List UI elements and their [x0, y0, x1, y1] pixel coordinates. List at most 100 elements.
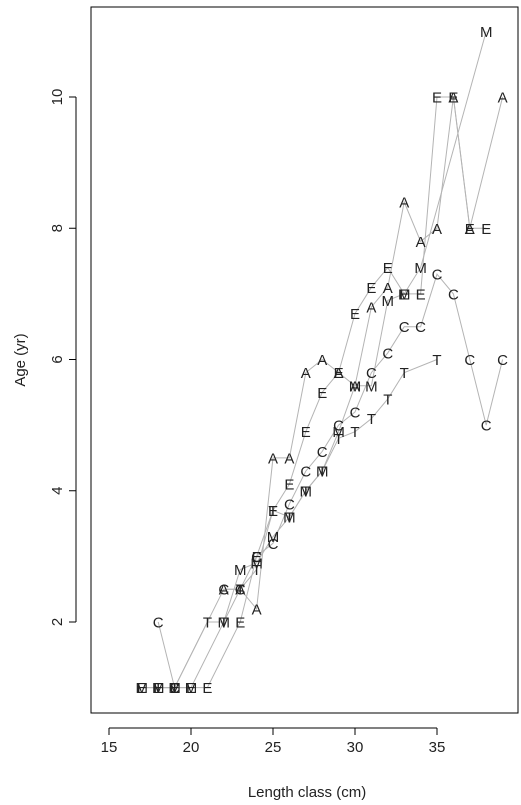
point-T: T	[334, 431, 343, 448]
point-E: E	[350, 306, 360, 323]
point-E: E	[301, 424, 311, 441]
point-M: M	[168, 680, 181, 697]
series-line-E	[141, 96, 487, 689]
point-T: T	[154, 680, 163, 697]
point-E: E	[235, 615, 245, 632]
point-A: A	[416, 234, 426, 251]
point-E: E	[481, 221, 491, 238]
point-A: A	[350, 378, 360, 395]
point-C: C	[333, 418, 344, 435]
point-C: C	[481, 418, 492, 435]
point-A: A	[383, 280, 393, 297]
point-C: C	[448, 286, 459, 303]
point-C: C	[169, 680, 180, 697]
series-lines	[141, 31, 504, 690]
point-T: T	[367, 411, 376, 428]
point-C: C	[382, 345, 393, 362]
point-M: M	[480, 24, 493, 41]
plot-frame	[90, 6, 519, 714]
point-E: E	[170, 680, 180, 697]
point-E: E	[186, 680, 196, 697]
series-line-A	[223, 96, 504, 611]
point-M: M	[414, 260, 427, 277]
x-tick-label: 35	[429, 739, 446, 756]
point-C: C	[300, 464, 311, 481]
point-A: A	[301, 365, 311, 382]
point-T: T	[318, 464, 327, 481]
point-M: M	[316, 464, 329, 481]
point-A: A	[317, 352, 327, 369]
point-T: T	[252, 562, 261, 579]
point-E: E	[465, 221, 475, 238]
point-E: E	[137, 680, 147, 697]
point-E: E	[399, 286, 409, 303]
point-E: E	[448, 90, 458, 107]
point-M: M	[185, 680, 198, 697]
point-T: T	[350, 424, 359, 441]
point-M: M	[283, 510, 296, 527]
point-A: A	[432, 221, 442, 238]
point-T: T	[236, 582, 245, 599]
point-T: T	[400, 365, 409, 382]
point-C: C	[432, 267, 443, 284]
point-C: C	[235, 582, 246, 599]
point-M: M	[250, 555, 263, 572]
point-C: C	[251, 549, 262, 566]
point-C: C	[464, 352, 475, 369]
x-tick-label: 20	[183, 739, 200, 756]
x-axis: 15 20 25 30 35	[101, 727, 446, 756]
point-E: E	[202, 680, 212, 697]
point-T: T	[268, 503, 277, 520]
x-tick-label: 30	[347, 739, 364, 756]
point-C: C	[218, 582, 229, 599]
point-E: E	[153, 680, 163, 697]
point-T: T	[203, 615, 212, 632]
point-M: M	[300, 483, 313, 500]
point-C: C	[415, 319, 426, 336]
point-A: A	[252, 601, 262, 618]
point-C: C	[268, 536, 279, 553]
point-E: E	[268, 503, 278, 520]
point-T: T	[432, 352, 441, 369]
point-C: C	[399, 319, 410, 336]
point-A: A	[235, 582, 245, 599]
point-T: T	[170, 680, 179, 697]
point-A: A	[284, 450, 294, 467]
point-A: A	[448, 90, 458, 107]
x-tick-label: 25	[265, 739, 282, 756]
point-E: E	[252, 549, 262, 566]
point-T: T	[383, 391, 392, 408]
x-tick-label: 15	[101, 739, 118, 756]
point-A: A	[465, 221, 475, 238]
point-C: C	[317, 444, 328, 461]
y-axis: 2 4 6 8 10	[49, 89, 77, 626]
point-E: E	[334, 365, 344, 382]
point-M: M	[152, 680, 165, 697]
y-tick-label: 6	[49, 355, 66, 363]
point-C: C	[366, 365, 377, 382]
point-C: C	[497, 352, 508, 369]
point-M: M	[398, 286, 411, 303]
y-tick-label: 4	[49, 487, 66, 495]
series-line-C	[157, 273, 504, 690]
point-E: E	[317, 385, 327, 402]
point-M: M	[218, 615, 231, 632]
x-axis-title: Length class (cm)	[248, 784, 366, 801]
point-E: E	[432, 90, 442, 107]
point-M: M	[267, 529, 280, 546]
point-E: E	[416, 286, 426, 303]
point-T: T	[285, 510, 294, 527]
y-axis-title: Age (yr)	[12, 333, 29, 386]
point-A: A	[498, 90, 508, 107]
y-tick-label: 2	[49, 618, 66, 626]
series-line-T	[158, 359, 438, 689]
point-A: A	[219, 582, 229, 599]
point-M: M	[365, 378, 378, 395]
point-A: A	[399, 195, 409, 212]
point-A: A	[334, 365, 344, 382]
y-tick-label: 8	[49, 224, 66, 232]
point-E: E	[284, 477, 294, 494]
point-M: M	[332, 424, 345, 441]
